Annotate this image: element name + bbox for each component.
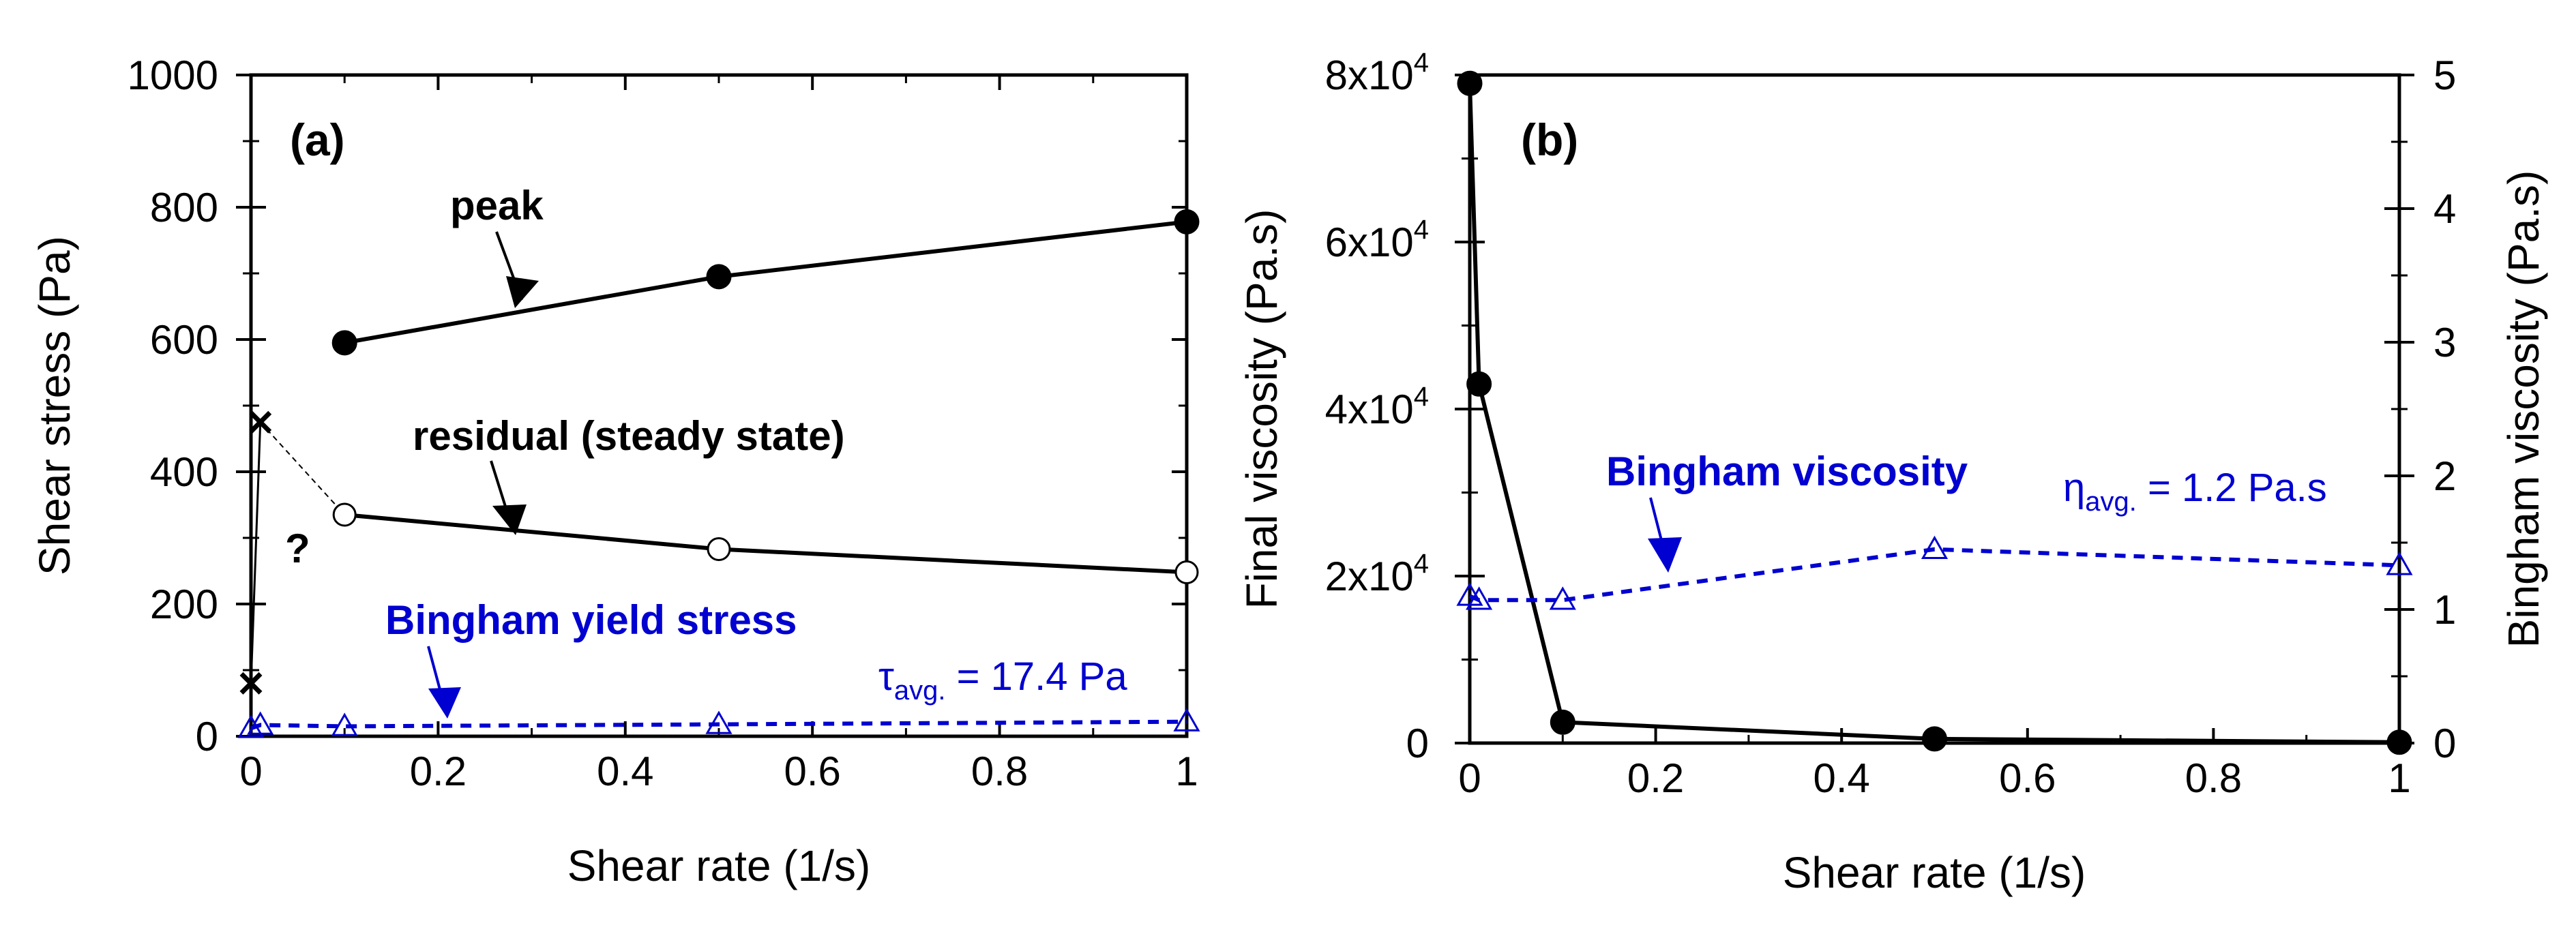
point-a-s2-0 <box>237 714 265 738</box>
a-xtick-label: 0 <box>239 749 262 794</box>
a-ytick-label: 400 <box>150 449 218 495</box>
point-a-s1-2 <box>1174 560 1199 584</box>
b-ytick-label: 6x104 <box>1325 215 1429 265</box>
a-ytick-label: 1000 <box>128 52 218 98</box>
point-b-s0-3 <box>1922 726 1947 752</box>
a-xtick-label: 0.4 <box>597 749 653 794</box>
eta-value: = 1.2 Pa.s <box>2137 466 2327 510</box>
series-line-1 <box>344 513 1187 575</box>
point-a-s1-1 <box>707 537 731 561</box>
b-y2tick-label: 3 <box>2433 320 2456 365</box>
a-ytick-label: 600 <box>150 317 218 363</box>
point-a-s3-0 <box>239 671 263 695</box>
b-y2tick-label: 0 <box>2433 721 2456 766</box>
arrow-peak-head <box>506 276 539 308</box>
b-ytick-label: 4x104 <box>1325 382 1429 432</box>
a-xtick-label: 1 <box>1175 749 1198 794</box>
point-a-s1-0 <box>332 502 357 527</box>
point-a-s0-0 <box>331 330 357 356</box>
tau-value: = 17.4 Pa <box>946 654 1128 699</box>
point-a-s0-1 <box>706 264 732 290</box>
arrow-bingham-yield-head <box>428 687 461 719</box>
panel-a-label: (a) <box>290 115 345 165</box>
annotation-residual: residual (steady state) <box>413 413 845 459</box>
b-y2tick-label: 2 <box>2433 453 2456 499</box>
panel-a: 0 0.2 0.4 0.6 0.8 1 0 200 400 600 800 1000 (a) Shea… <box>30 52 1200 890</box>
series-line-2 <box>250 719 1187 731</box>
b-y2tick-label: 5 <box>2433 52 2456 98</box>
uncertain-link <box>259 421 345 515</box>
panel-b: 0 0.2 0.4 0.6 0.8 102x1044x1046x1048x10401234… <box>1237 48 2548 897</box>
a-xtick-label: 0.2 <box>410 749 467 794</box>
point-b-s0-4 <box>2386 729 2412 755</box>
point-a-s2-3 <box>705 710 732 734</box>
series-line-3 <box>250 422 262 684</box>
annotation-question: ? <box>285 526 310 571</box>
panel-a-xlabel: Shear rate (1/s) <box>567 841 871 890</box>
panel-b-series <box>1456 70 2413 755</box>
a-ytick-label: 200 <box>150 582 218 627</box>
a-xtick-label: 0.8 <box>971 749 1028 794</box>
annotation-bingham-yield: Bingham yield stress <box>385 597 797 643</box>
b-ytick-label: 8x104 <box>1325 48 1429 98</box>
b-y2tick-label: 4 <box>2433 186 2456 232</box>
point-a-s2-1 <box>247 711 274 735</box>
point-b-s0-1 <box>1466 371 1492 397</box>
arrow-bingham-viscosity-head <box>1648 537 1682 573</box>
panel-a-ticks: 0 0.2 0.4 0.6 0.8 1 0 200 400 600 800 1000 <box>128 52 1198 794</box>
tau-symbol: τ <box>878 654 894 699</box>
b-xtick-label: 0 <box>1458 755 1481 801</box>
b-xtick-label: 0.2 <box>1627 755 1684 801</box>
annotation-bingham-viscosity: Bingham viscosity <box>1606 449 1968 494</box>
series-b-line-1 <box>1468 547 2400 603</box>
series-b-line-0 <box>1468 83 2400 744</box>
point-b-s1-3 <box>1921 535 1949 560</box>
point-a-s2-4 <box>1173 708 1200 731</box>
panel-b-y2label: Bingham viscosity (Pa.s) <box>2499 170 2548 648</box>
b-xtick-label: 0.4 <box>1813 755 1869 801</box>
annotation-peak: peak <box>450 183 544 228</box>
point-a-s2-2 <box>331 712 358 736</box>
point-a-s3-1 <box>249 410 272 434</box>
point-b-s1-2 <box>1549 586 1576 610</box>
a-ytick-label: 0 <box>196 714 218 759</box>
series-line-0 <box>344 220 1187 345</box>
annotation-tau-avg: τavg. = 17.4 Pa <box>878 654 1127 706</box>
point-b-s1-4 <box>2386 552 2413 575</box>
panel-a-series <box>237 209 1200 738</box>
panel-a-ylabel: Shear stress (Pa) <box>30 236 79 575</box>
a-ytick-label: 800 <box>150 185 218 230</box>
b-xtick-label: 0.8 <box>2185 755 2242 801</box>
point-b-s0-0 <box>1457 70 1483 96</box>
point-b-s1-1 <box>1466 586 1493 610</box>
annotation-eta-avg: ηavg. = 1.2 Pa.s <box>2063 466 2327 517</box>
point-b-s0-2 <box>1550 709 1575 735</box>
point-a-s0-2 <box>1174 209 1200 235</box>
b-y2tick-label: 1 <box>2433 587 2456 633</box>
tau-subscript: avg. <box>894 676 946 706</box>
arrow-residual-head <box>492 504 527 535</box>
panel-b-ylabel: Final viscosity (Pa.s) <box>1237 209 1286 609</box>
panel-b-frame <box>1468 73 2401 745</box>
panel-b-ticks: 0 0.2 0.4 0.6 0.8 102x1044x1046x1048x10401234… <box>1325 48 2457 801</box>
panel-a-frame <box>249 73 1189 738</box>
a-xtick-label: 0.6 <box>784 749 840 794</box>
panel-b-xlabel: Shear rate (1/s) <box>1783 848 2086 897</box>
eta-subscript: avg. <box>2085 487 2137 517</box>
b-ytick-label: 0 <box>1406 721 1429 766</box>
panel-b-label: (b) <box>1521 115 1578 165</box>
b-xtick-label: 1 <box>2388 755 2410 801</box>
eta-symbol: η <box>2063 466 2085 510</box>
b-ytick-label: 2x104 <box>1325 549 1429 599</box>
b-xtick-label: 0.6 <box>1999 755 2056 801</box>
